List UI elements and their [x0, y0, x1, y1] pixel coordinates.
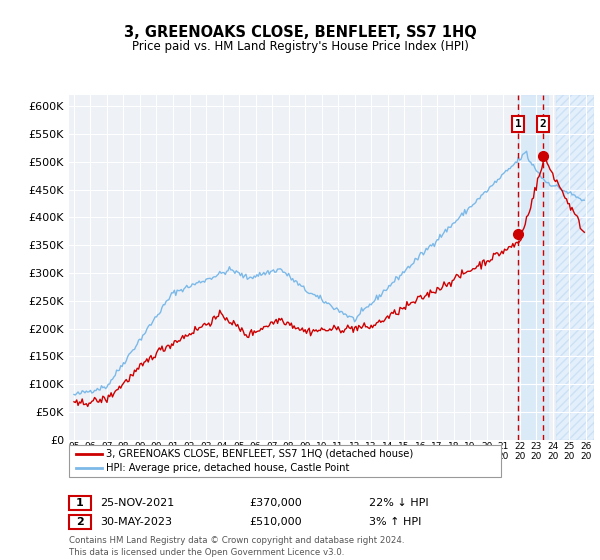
- Text: £370,000: £370,000: [249, 498, 302, 508]
- Text: 3% ↑ HPI: 3% ↑ HPI: [369, 517, 421, 527]
- Text: 2: 2: [539, 119, 546, 129]
- Text: HPI: Average price, detached house, Castle Point: HPI: Average price, detached house, Cast…: [106, 463, 350, 473]
- Text: 1: 1: [76, 498, 83, 508]
- Text: 1: 1: [515, 119, 521, 129]
- Text: Contains HM Land Registry data © Crown copyright and database right 2024.
This d: Contains HM Land Registry data © Crown c…: [69, 536, 404, 557]
- Text: 30-MAY-2023: 30-MAY-2023: [100, 517, 172, 527]
- Text: 3, GREENOAKS CLOSE, BENFLEET, SS7 1HQ (detached house): 3, GREENOAKS CLOSE, BENFLEET, SS7 1HQ (d…: [106, 449, 413, 459]
- Text: 22% ↓ HPI: 22% ↓ HPI: [369, 498, 428, 508]
- Text: 3, GREENOAKS CLOSE, BENFLEET, SS7 1HQ: 3, GREENOAKS CLOSE, BENFLEET, SS7 1HQ: [124, 25, 476, 40]
- Bar: [518, 95, 548, 440]
- Text: £510,000: £510,000: [249, 517, 302, 527]
- Text: Price paid vs. HM Land Registry's House Price Index (HPI): Price paid vs. HM Land Registry's House …: [131, 40, 469, 53]
- Bar: [556, 95, 594, 440]
- Text: 25-NOV-2021: 25-NOV-2021: [100, 498, 175, 508]
- Bar: [556, 95, 594, 440]
- Text: 2: 2: [76, 517, 83, 527]
